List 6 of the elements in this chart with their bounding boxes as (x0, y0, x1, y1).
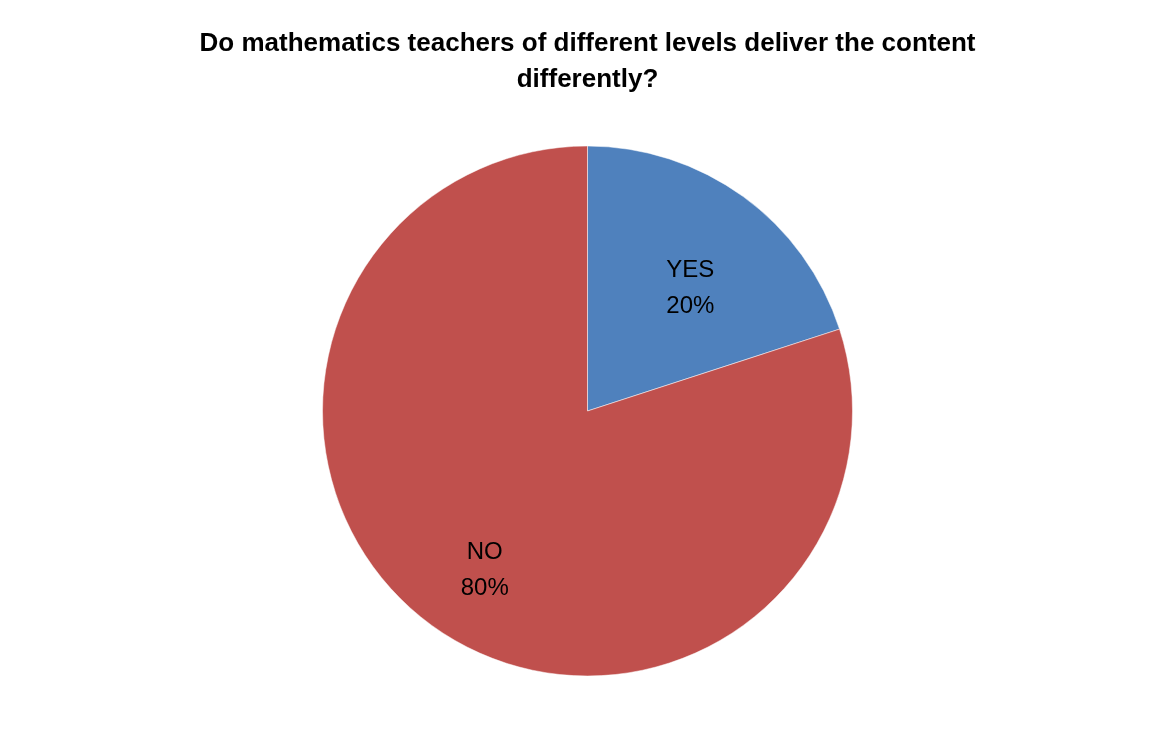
data-label: 20% (666, 290, 715, 318)
slice-label: NO (466, 537, 503, 565)
pie-slice (322, 145, 853, 676)
chart-title: Do mathematics teachers of different levels deliver the content differently? (199, 27, 976, 93)
slice-label: YES (666, 254, 715, 282)
data-label: 80% (460, 573, 509, 601)
